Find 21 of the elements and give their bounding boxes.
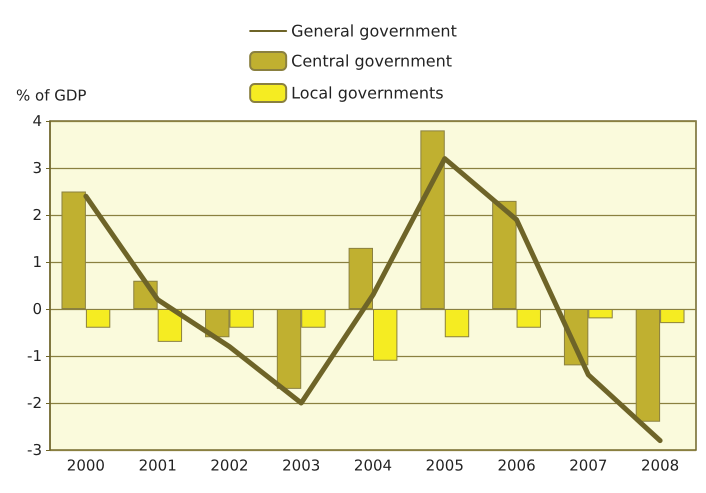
y-tick-label: 4 <box>32 112 42 130</box>
y-tick-label: -1 <box>27 347 42 365</box>
y-tick-label: 3 <box>32 159 42 177</box>
y-tick-label: 1 <box>32 253 42 271</box>
x-tick-label: 2003 <box>282 456 320 474</box>
x-tick-label: 2001 <box>138 456 177 474</box>
y-tick-label: -2 <box>27 394 42 412</box>
y-axis-title: % of GDP <box>16 86 86 104</box>
y-tick-label: 2 <box>32 206 42 224</box>
x-tick-label: 2008 <box>641 456 680 474</box>
legend-label: General government <box>291 22 457 40</box>
x-tick-label: 2004 <box>354 456 392 474</box>
x-tick-label: 2000 <box>66 456 105 474</box>
y-tick-label: 0 <box>32 300 42 318</box>
x-tick-label: 2007 <box>569 456 608 474</box>
x-tick-label: 2002 <box>210 456 249 474</box>
x-tick-label: 2005 <box>426 456 464 474</box>
x-tick-label: 2006 <box>497 456 536 474</box>
legend-label: Local governments <box>291 84 444 102</box>
legend-label: Central government <box>291 52 452 70</box>
y-tick-label: -3 <box>27 441 42 459</box>
